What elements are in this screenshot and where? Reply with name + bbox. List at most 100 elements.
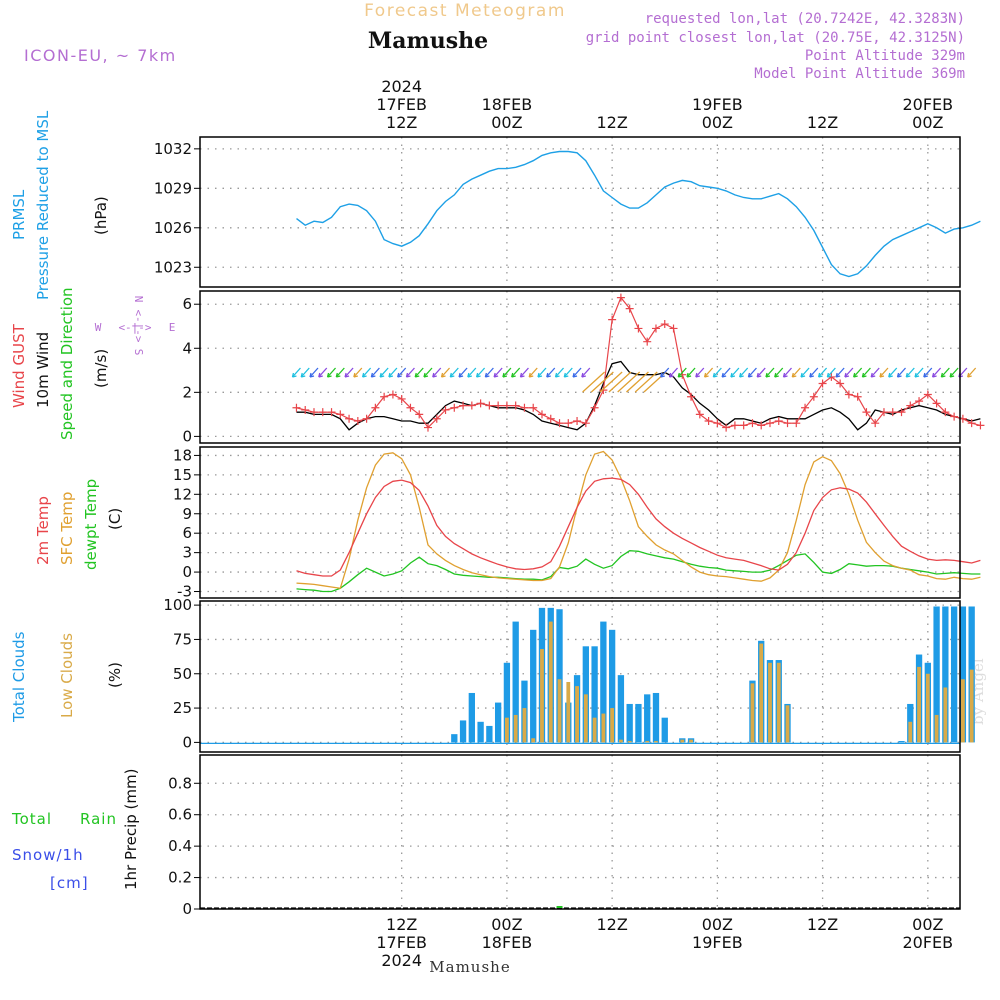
- wind-direction-arrow: [897, 367, 906, 378]
- compass-north: N: [132, 296, 145, 303]
- wind-direction-arrowhead: [940, 372, 946, 378]
- wind-direction-arrowhead: [931, 372, 937, 378]
- wind-gust-marker: [862, 408, 871, 417]
- location-title: Mamushe: [368, 28, 488, 54]
- wind-gust-marker: [783, 419, 792, 428]
- wind-direction-arrowhead: [905, 372, 911, 378]
- wind-direction-arrowhead: [546, 372, 551, 378]
- pressure-ytick-label: 1029: [154, 179, 192, 197]
- total-clouds-bar: [644, 694, 651, 743]
- wind-gust-marker: [739, 421, 748, 430]
- low-clouds-bar: [969, 669, 974, 743]
- precip-ytick-label: 0.2: [168, 869, 192, 887]
- wind-direction-arrow: [467, 367, 477, 378]
- wind-direction-arrow: [458, 367, 468, 378]
- wind-gust-marker: [809, 392, 818, 401]
- wind-gust-marker: [573, 416, 582, 425]
- low-clouds-bar: [505, 717, 509, 743]
- wind-direction-arrowhead: [765, 372, 771, 378]
- wind-speed-line: [296, 360, 981, 431]
- wind-direction-arrow: [581, 367, 591, 378]
- wind-gust-marker: [590, 403, 599, 412]
- wind-direction-arrowhead: [668, 372, 674, 378]
- wind-direction-arrowhead: [914, 372, 920, 378]
- wind-direction-arrow: [441, 367, 451, 378]
- wind-gust-marker: [818, 379, 827, 388]
- low-clouds-bar: [522, 708, 527, 743]
- wind-direction-arrow: [940, 367, 950, 378]
- pressure-ytick-label: 1032: [154, 140, 192, 158]
- temp-unit: (C): [106, 508, 124, 530]
- wind-gust-marker: [853, 392, 862, 401]
- precip-ytick-label: 0.4: [168, 837, 192, 855]
- wind-direction-arrowhead: [791, 372, 797, 378]
- wind-direction-arrow: [502, 367, 512, 378]
- total-clouds-bar: [486, 725, 493, 743]
- wind-direction-arrow: [546, 367, 556, 378]
- wind-gust-marker: [476, 399, 485, 408]
- wind-direction-arrowhead: [896, 372, 902, 378]
- wind-direction-arrowhead: [326, 372, 332, 378]
- wind-10m-label: 10m Wind: [34, 332, 52, 408]
- low-clouds-bar: [566, 681, 571, 743]
- wind-gust-marker: [537, 410, 546, 419]
- total-clouds-bar: [661, 717, 668, 743]
- wind-gust-marker: [976, 421, 985, 430]
- wind-direction-arrow: [362, 367, 372, 378]
- pressure-line: [296, 150, 981, 278]
- wind-gust-marker: [415, 410, 424, 419]
- wind-direction-arrowhead: [817, 372, 823, 378]
- wind-direction-arrow: [318, 367, 328, 378]
- wind-gust-label: Wind GUST: [10, 323, 28, 408]
- precip-background: [200, 755, 960, 909]
- wind-direction-arrow: [853, 367, 863, 378]
- wind-gust-marker: [485, 401, 494, 410]
- time-top-label-hour: 12Z: [596, 113, 627, 132]
- wind-direction-arrowhead: [309, 372, 315, 378]
- time-top-label-date: 17FEB: [376, 95, 427, 114]
- wind-gust-marker: [871, 419, 880, 428]
- wind-gust-marker: [801, 403, 810, 412]
- wind-gust-marker: [529, 403, 538, 412]
- wind-direction-arrowhead: [405, 372, 411, 378]
- wind-direction-arrowhead: [414, 372, 420, 378]
- wind-direction-arrow: [423, 367, 433, 378]
- wind-gust-marker: [941, 408, 950, 417]
- wind-direction-arrow: [309, 367, 319, 378]
- precip-ytick-label: 0: [182, 900, 192, 918]
- wind-direction-arrowhead: [677, 372, 683, 378]
- wind-direction-arrow: [809, 367, 819, 378]
- wind-gust-marker: [950, 412, 959, 421]
- wind-gust-marker: [722, 423, 731, 432]
- total-clouds-bar: [530, 629, 537, 743]
- time-top-label-hour: 12Z: [807, 113, 838, 132]
- wind-direction-arrowhead: [388, 372, 394, 378]
- wind-gust-marker: [353, 416, 362, 425]
- wind-direction-arrowhead: [484, 372, 490, 378]
- wind-direction-arrowhead: [923, 372, 928, 378]
- wind-direction-arrow: [967, 367, 977, 378]
- wind-direction-arrowhead: [756, 372, 762, 378]
- wind-direction-arrow: [327, 367, 337, 378]
- wind-direction-arrowhead: [397, 372, 402, 378]
- wind-gust-marker: [923, 390, 932, 399]
- wind-direction-arrowhead: [686, 372, 692, 378]
- wind-direction-arrowhead: [774, 372, 779, 378]
- clouds-ytick-label: 75: [173, 630, 192, 648]
- total-clouds-bar: [512, 621, 519, 743]
- low-clouds-bar: [934, 714, 939, 743]
- temp-sfc-label: SFC Temp: [58, 492, 76, 565]
- total-clouds-bar: [617, 675, 625, 743]
- compass-arrow-vertical: <-|->: [132, 309, 145, 342]
- wind-unit: (m/s): [92, 349, 110, 388]
- precip-total-label: Total: [11, 810, 52, 828]
- pressure-frame: [199, 136, 961, 288]
- temp-ytick-label: 12: [173, 485, 192, 503]
- dewpt-temp-line: [296, 550, 981, 593]
- pressure-panel: 1023 1026 1029 1032: [154, 136, 981, 288]
- wind-direction-arrow: [791, 367, 801, 378]
- low-clouds-bar: [768, 662, 772, 743]
- temp-ytick-label: 9: [182, 505, 192, 523]
- wind-direction-barb: [626, 371, 649, 393]
